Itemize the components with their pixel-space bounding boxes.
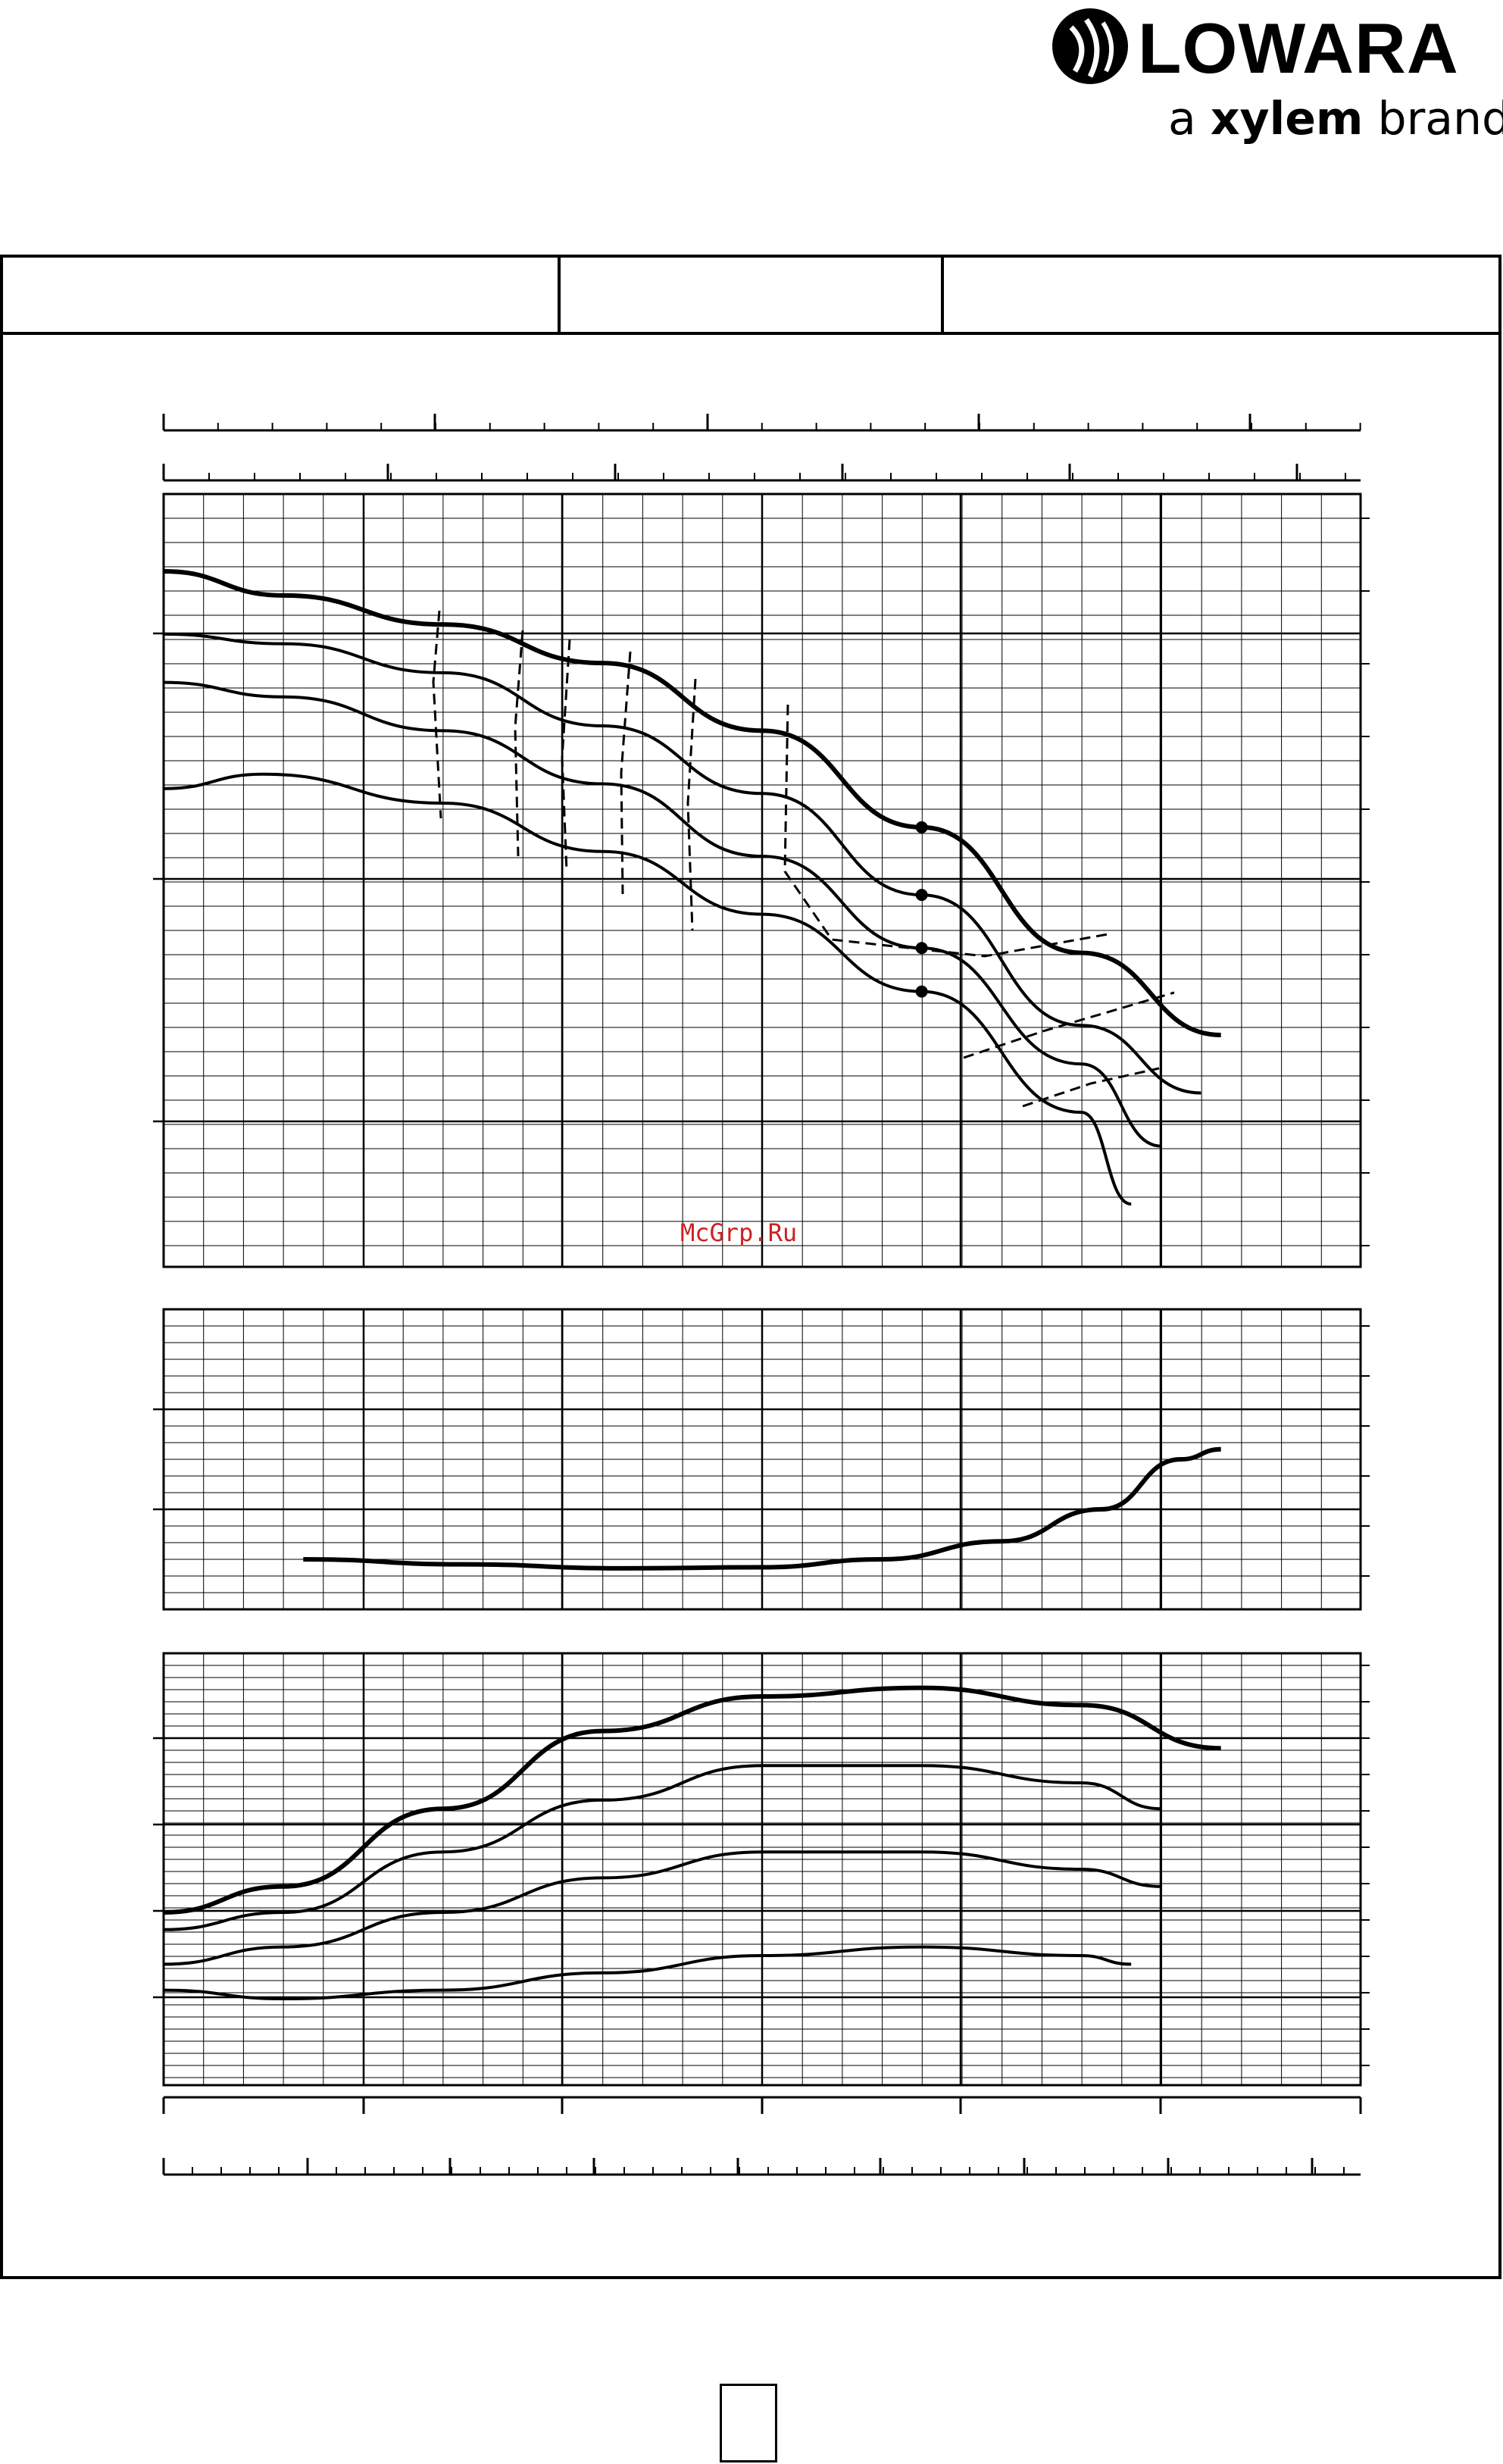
watermark: McGrp.Ru xyxy=(680,1218,797,1247)
axes-layer xyxy=(162,414,1362,2176)
page-number-box xyxy=(720,2384,777,2462)
series-line-3 xyxy=(163,680,1161,1148)
series-line-1 xyxy=(163,569,1221,1037)
plot-frame xyxy=(162,1652,1362,2087)
bep-marker xyxy=(915,985,928,998)
brand-tagline: a xylem brand xyxy=(1168,92,1503,145)
series-line-4 xyxy=(163,1945,1132,2001)
bep-marker xyxy=(915,942,928,955)
plot-frame xyxy=(162,1308,1362,1611)
tagline-suffix: brand xyxy=(1363,92,1503,145)
npsh-iso-dashed-curve xyxy=(561,639,571,872)
head-curves xyxy=(163,569,1221,1206)
series-line-3 xyxy=(163,1850,1161,1966)
series-line-2 xyxy=(163,1764,1161,1931)
npsh-iso-dashed-curve xyxy=(1022,1067,1160,1108)
bep-marker xyxy=(915,889,928,902)
tagline-bold: xylem xyxy=(1210,92,1364,145)
sheet-frame xyxy=(0,255,1501,2279)
npsh-curves xyxy=(303,1446,1221,1571)
npsh-chart-grid xyxy=(153,1308,1370,1611)
brand-name: LOWARA xyxy=(1138,8,1459,88)
head-chart-grid xyxy=(153,492,1370,1268)
series-line-2 xyxy=(163,632,1201,1095)
lowara-logo: LOWARA a xylem brand xyxy=(1048,0,1503,167)
dashed-curves xyxy=(432,610,1175,1108)
series-line-4 xyxy=(163,772,1132,1206)
power-chart-grid xyxy=(153,1652,1370,2087)
series-line-1 xyxy=(163,1685,1221,1915)
plot-frame xyxy=(162,492,1362,1268)
tagline-prefix: a xyxy=(1168,92,1211,145)
series-line-1 xyxy=(303,1446,1221,1571)
npsh-iso-dashed-curve xyxy=(432,610,442,819)
bep-marker xyxy=(915,821,928,833)
droplet-icon xyxy=(1052,8,1128,84)
npsh-iso-dashed-curve xyxy=(963,991,1175,1059)
power-curves xyxy=(163,1685,1221,2001)
